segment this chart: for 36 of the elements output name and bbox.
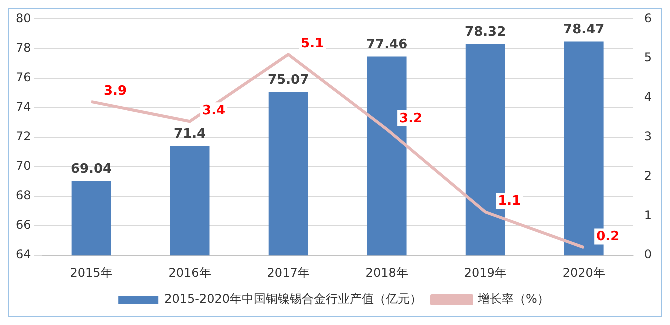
y2-tick-label: 3 bbox=[644, 130, 652, 144]
data-label: 3.9 bbox=[104, 84, 128, 99]
legend-label: 增长率（%） bbox=[477, 292, 550, 306]
x-tick-label: 2019年 bbox=[464, 266, 507, 280]
y-tick-label: 80 bbox=[16, 11, 32, 26]
data-label: 69.04 bbox=[70, 162, 112, 178]
y-tick-label: 70 bbox=[16, 159, 32, 174]
x-tick-label: 2020年 bbox=[562, 266, 606, 280]
data-label: 5.1 bbox=[301, 36, 324, 52]
y-tick-label: 68 bbox=[16, 188, 32, 203]
data-label: 75.07 bbox=[268, 72, 310, 88]
y2-tick-label: 0 bbox=[644, 248, 652, 262]
x-tick-label: 2016年 bbox=[168, 266, 212, 280]
x-tick-label: 2017年 bbox=[267, 266, 310, 280]
x-tick-label: 2015年 bbox=[70, 266, 113, 280]
data-label: 78.32 bbox=[465, 24, 506, 40]
data-label: 3.2 bbox=[400, 111, 423, 126]
y-tick-label: 78 bbox=[16, 40, 32, 55]
data-label: 0.2 bbox=[596, 230, 620, 245]
data-label: 78.47 bbox=[564, 22, 605, 38]
y2-tick-label: 6 bbox=[644, 11, 652, 26]
legend-label: 2015-2020年中国铜镍锡合金行业产值（亿元） bbox=[164, 292, 422, 306]
y2-tick-label: 1 bbox=[644, 208, 652, 222]
y-tick-label: 74 bbox=[16, 100, 32, 114]
data-label: 77.46 bbox=[366, 38, 408, 53]
y-tick-label: 72 bbox=[16, 130, 32, 144]
data-label: 1.1 bbox=[498, 194, 522, 210]
y2-tick-label: 5 bbox=[644, 50, 652, 65]
y-tick-label: 66 bbox=[16, 218, 32, 232]
y-tick-label: 76 bbox=[16, 70, 32, 84]
data-label: 71.4 bbox=[174, 127, 206, 142]
y-tick-label: 64 bbox=[16, 248, 32, 262]
x-tick-label: 2018年 bbox=[366, 266, 408, 280]
data-label: 3.4 bbox=[202, 104, 226, 119]
y2-tick-label: 2 bbox=[644, 168, 652, 183]
y2-tick-label: 4 bbox=[644, 90, 652, 104]
